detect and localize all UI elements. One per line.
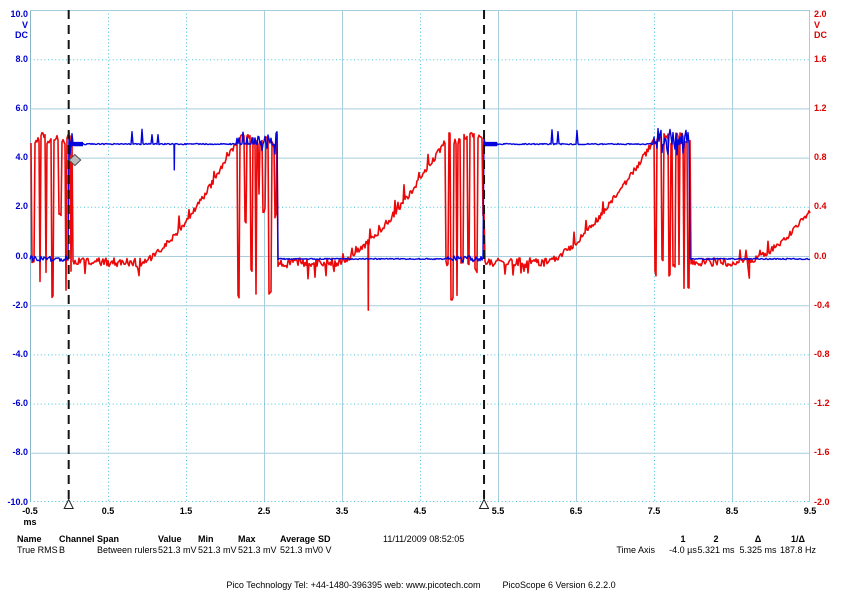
time-axis-column-ruler2: 2 5.321 ms: [692, 534, 740, 556]
x-axis-tick-label: 3.5: [335, 506, 349, 516]
time-axis-value-ruler2: 5.321 ms: [697, 545, 735, 555]
y-axis-right-tick-label: -0.4: [814, 299, 830, 310]
y-axis-left-tick-label: 2.0: [15, 201, 28, 212]
measurement-column-max: Max 521.3 mV: [238, 534, 277, 556]
channel-b-trace-thick: [483, 141, 498, 147]
ruler-handle-1[interactable]: [63, 498, 74, 509]
x-axis-tick-label: 2.5: [257, 506, 271, 516]
measurement-header-sd: SD: [318, 534, 331, 544]
y-axis-left-tick-label: -2.0: [12, 299, 28, 310]
x-axis-tick-label: 1.5: [179, 506, 193, 516]
x-axis-tick-label: 7.5: [647, 506, 661, 516]
channel-a-trace: [30, 131, 811, 311]
x-axis-unit: ms: [23, 517, 37, 527]
time-axis-value-ruler1: -4.0 µs: [669, 545, 697, 555]
x-axis-tick-label: 4.5: [413, 506, 427, 516]
y-axis-right-tick-label: -1.6: [814, 447, 830, 458]
time-axis-header-inv-delta: 1/Δ: [791, 534, 805, 544]
measurements-panel: Name True RMS Channel B Span Between rul…: [0, 534, 842, 558]
y-axis-right-tick-label: 1.6: [814, 53, 827, 64]
x-axis-tick-label: 8.5: [725, 506, 739, 516]
measurement-header-max: Max: [238, 534, 256, 544]
measurement-value-average: 521.3 mV: [280, 545, 319, 555]
y-axis-left-tick-label: 4.0: [15, 152, 28, 163]
channel-b-trace-thick: [69, 141, 84, 147]
time-axis-header-ruler2: 2: [713, 534, 719, 544]
measurement-header-average: Average: [280, 534, 316, 544]
time-axis-value-delta: 5.325 ms: [739, 545, 777, 555]
measurement-value-channel: B: [59, 545, 66, 555]
x-axis-tick-label: 6.5: [569, 506, 583, 516]
measurement-column-value: Value 521.3 mV: [158, 534, 197, 556]
measurement-column-average: Average 521.3 mV: [280, 534, 319, 556]
y-axis-right-tick-label: -1.2: [814, 398, 830, 409]
y-axis-left-tick-label: -8.0: [12, 447, 28, 458]
measurement-column-sd: SD 0 V: [318, 534, 332, 556]
y-axis-right-tick-label: -2.0: [814, 496, 830, 507]
y-axis-right-tick-label: 2.0: [814, 8, 827, 19]
y-axis-right-tick-label: -0.8: [814, 348, 830, 359]
measurement-column-min: Min 521.3 mV: [198, 534, 237, 556]
y-axis-right-tick-label: 0.8: [814, 152, 827, 163]
trigger-marker[interactable]: [68, 153, 82, 167]
y-axis-left-tick-label: 8.0: [15, 53, 28, 64]
measurement-value-span: Between rulers: [97, 545, 158, 555]
measurement-value-sd: 0 V: [318, 545, 332, 555]
waveform-display[interactable]: [29, 10, 811, 509]
measurement-value-value: 521.3 mV: [158, 545, 197, 555]
footer: Pico Technology Tel: +44-1480-396395 web…: [0, 580, 842, 590]
time-axis-column-delta: Δ 5.325 ms: [734, 534, 782, 556]
x-axis-tick-label: 5.5: [491, 506, 505, 516]
y-axis-left-unit: V: [21, 19, 28, 30]
y-axis-right-unit: V: [814, 19, 821, 30]
channel-b-trace: [29, 127, 811, 263]
x-axis-tick-label: -0.5: [22, 506, 38, 516]
measurement-header-channel: Channel: [59, 534, 95, 544]
x-axis-tick-label: 9.5: [803, 506, 817, 516]
time-axis-label: Time Axis: [616, 545, 655, 555]
y-axis-right-tick-label: 1.2: [814, 102, 827, 113]
y-axis-right-coupling: DC: [814, 30, 827, 40]
measurement-value-name: True RMS: [17, 545, 58, 555]
y-axis-left-tick-label: 10.0: [10, 8, 28, 19]
time-axis-column-ruler1: 1 -4.0 µs: [659, 534, 707, 556]
measurement-value-max: 521.3 mV: [238, 545, 277, 555]
y-axis-right-tick-label: 0.4: [814, 201, 827, 212]
measurement-header-min: Min: [198, 534, 214, 544]
measurement-column-channel: Channel B: [59, 534, 95, 556]
footer-version: PicoScope 6 Version 6.2.2.0: [502, 580, 616, 590]
measurement-header-value: Value: [158, 534, 182, 544]
time-axis-header-ruler1: 1: [680, 534, 686, 544]
measurement-header-name: Name: [17, 534, 42, 544]
y-axis-left-tick-label: -6.0: [12, 398, 28, 409]
y-axis-left-tick-label: -4.0: [12, 348, 28, 359]
capture-timestamp: 11/11/2009 08:52:05: [383, 534, 465, 544]
measurement-header-span: Span: [97, 534, 120, 544]
y-axis-left-coupling: DC: [15, 30, 28, 40]
y-axis-left-tick-label: -10.0: [7, 496, 28, 507]
y-axis-right-tick-label: 0.0: [814, 250, 827, 261]
time-axis-value-inv-delta: 187.8 Hz: [779, 545, 817, 555]
measurement-value-min: 521.3 mV: [198, 545, 237, 555]
measurement-column-name: Name True RMS: [17, 534, 58, 556]
y-axis-left-tick-label: 0.0: [15, 250, 28, 261]
x-axis-tick-label: 0.5: [101, 506, 115, 516]
ruler-handle-2[interactable]: [478, 498, 490, 509]
measurement-column-span: Span Between rulers: [97, 534, 157, 556]
time-axis-header-delta: Δ: [754, 534, 762, 544]
time-axis-column-inv-delta: 1/Δ 187.8 Hz: [774, 534, 822, 556]
footer-contact: Pico Technology Tel: +44-1480-396395 web…: [226, 580, 481, 590]
y-axis-left-tick-label: 6.0: [15, 102, 28, 113]
